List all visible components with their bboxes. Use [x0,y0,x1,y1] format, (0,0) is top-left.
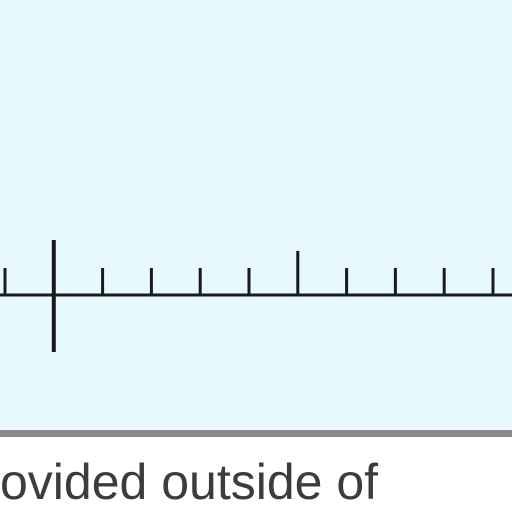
number-line-diagram [0,240,512,352]
caption-text: ovided outside of [0,454,379,510]
panel-divider [0,430,512,437]
diagram-panel [0,0,512,432]
